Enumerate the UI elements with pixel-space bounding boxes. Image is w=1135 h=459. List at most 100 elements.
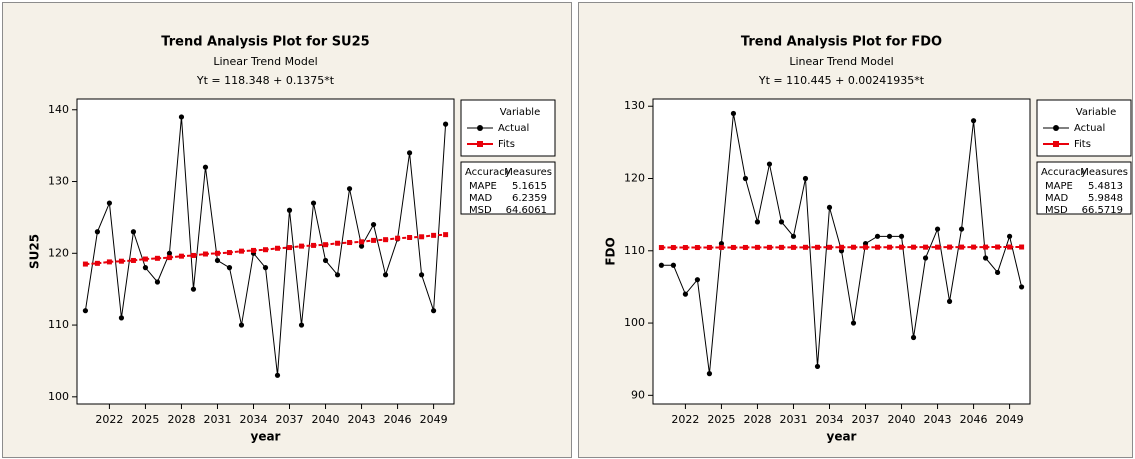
data-point bbox=[310, 200, 317, 206]
data-point bbox=[178, 114, 185, 120]
data-point bbox=[922, 255, 929, 261]
y-tick-label: 90 bbox=[631, 388, 645, 401]
x-tick-label: 2022 bbox=[671, 413, 699, 426]
accuracy-value: 5.9848 bbox=[1088, 193, 1123, 204]
fit-marker bbox=[142, 256, 148, 262]
fit-marker bbox=[718, 244, 724, 250]
fit-marker bbox=[166, 255, 172, 261]
accuracy-name: MAD bbox=[469, 193, 492, 204]
fit-marker bbox=[754, 244, 760, 250]
fit-marker bbox=[694, 245, 700, 251]
data-point bbox=[358, 243, 365, 249]
fit-marker bbox=[106, 259, 112, 265]
accuracy-name: MAPE bbox=[1045, 181, 1073, 192]
y-tick-label: 140 bbox=[48, 103, 69, 116]
legend-marker bbox=[1053, 141, 1059, 147]
x-tick-label: 2046 bbox=[384, 413, 412, 426]
fit-marker bbox=[347, 240, 353, 246]
fit-marker bbox=[118, 258, 124, 264]
fit-marker bbox=[923, 244, 929, 250]
legend-label: Fits bbox=[498, 139, 515, 150]
fit-marker bbox=[190, 252, 196, 258]
fit-marker bbox=[1007, 244, 1013, 250]
accuracy-name: MAPE bbox=[469, 181, 497, 192]
fit-marker bbox=[202, 251, 208, 257]
x-tick-label: 2049 bbox=[996, 413, 1024, 426]
accuracy-box bbox=[460, 161, 556, 215]
data-point bbox=[274, 372, 281, 378]
chart-subtitle: Linear Trend Model bbox=[789, 55, 893, 68]
data-point bbox=[970, 118, 977, 124]
fit-marker bbox=[214, 250, 220, 256]
data-point bbox=[1006, 233, 1013, 239]
data-point bbox=[958, 226, 965, 232]
x-axis-label: year bbox=[251, 430, 281, 444]
data-point bbox=[778, 219, 785, 225]
data-point bbox=[370, 221, 377, 228]
accuracy-value: 5.4813 bbox=[1088, 181, 1123, 192]
fit-marker bbox=[778, 244, 784, 250]
data-point bbox=[886, 233, 893, 239]
data-point bbox=[730, 110, 737, 117]
data-point bbox=[262, 265, 269, 271]
fit-marker bbox=[250, 247, 256, 253]
data-point bbox=[874, 233, 881, 239]
fit-marker bbox=[238, 248, 244, 254]
fit-marker bbox=[178, 253, 184, 259]
accuracy-value: 5.1615 bbox=[512, 181, 547, 192]
legend-title: Variable bbox=[500, 107, 541, 118]
fit-marker bbox=[839, 244, 844, 250]
accuracy-value: 66.5719 bbox=[1082, 205, 1123, 216]
data-point bbox=[346, 186, 353, 192]
fit-marker bbox=[983, 244, 989, 250]
legend-marker bbox=[1053, 125, 1059, 131]
legend-title: Variable bbox=[1076, 107, 1117, 118]
data-point bbox=[298, 322, 305, 328]
trend-equation: Yt = 110.445 + 0.00241935*t bbox=[758, 74, 925, 87]
chart-title: Trend Analysis Plot for SU25 bbox=[161, 35, 369, 50]
fit-marker bbox=[682, 245, 688, 251]
legend-label: Actual bbox=[498, 123, 529, 134]
data-point bbox=[118, 315, 125, 321]
fit-marker bbox=[335, 240, 341, 246]
fit-marker bbox=[863, 244, 869, 250]
legend-label: Actual bbox=[1074, 123, 1105, 134]
data-point bbox=[706, 371, 713, 377]
chart-title: Trend Analysis Plot for FDO bbox=[741, 35, 942, 50]
data-point bbox=[238, 322, 245, 328]
x-tick-label: 2040 bbox=[888, 413, 916, 426]
legend-label: Fits bbox=[1074, 139, 1091, 150]
data-point bbox=[334, 272, 341, 278]
fit-marker bbox=[706, 244, 712, 250]
fit-marker bbox=[851, 244, 857, 250]
accuracy-header: Measures bbox=[1080, 167, 1128, 178]
data-point bbox=[286, 207, 293, 213]
accuracy-header: Measures bbox=[504, 167, 552, 178]
fit-marker bbox=[802, 244, 808, 250]
data-point bbox=[742, 175, 749, 182]
data-point bbox=[142, 265, 149, 271]
fit-marker bbox=[935, 244, 941, 250]
x-tick-label: 2028 bbox=[167, 413, 195, 426]
y-tick-label: 110 bbox=[624, 244, 645, 257]
accuracy-header: Accuracy bbox=[465, 167, 511, 178]
fit-marker bbox=[766, 244, 772, 250]
data-point bbox=[214, 257, 221, 264]
data-point bbox=[406, 150, 413, 156]
legend-marker bbox=[477, 141, 483, 147]
fit-marker bbox=[742, 244, 748, 250]
y-tick-label: 100 bbox=[624, 316, 645, 329]
fit-marker bbox=[911, 244, 917, 250]
accuracy-name: MSD bbox=[469, 205, 492, 216]
data-point bbox=[190, 286, 197, 292]
x-tick-label: 2031 bbox=[203, 413, 231, 426]
fit-marker bbox=[971, 244, 977, 250]
data-point bbox=[382, 272, 389, 278]
data-point bbox=[910, 334, 917, 341]
fit-marker bbox=[323, 242, 329, 248]
data-point bbox=[898, 233, 905, 239]
data-point bbox=[982, 255, 989, 261]
fit-marker bbox=[419, 234, 425, 240]
x-tick-label: 2025 bbox=[707, 413, 735, 426]
